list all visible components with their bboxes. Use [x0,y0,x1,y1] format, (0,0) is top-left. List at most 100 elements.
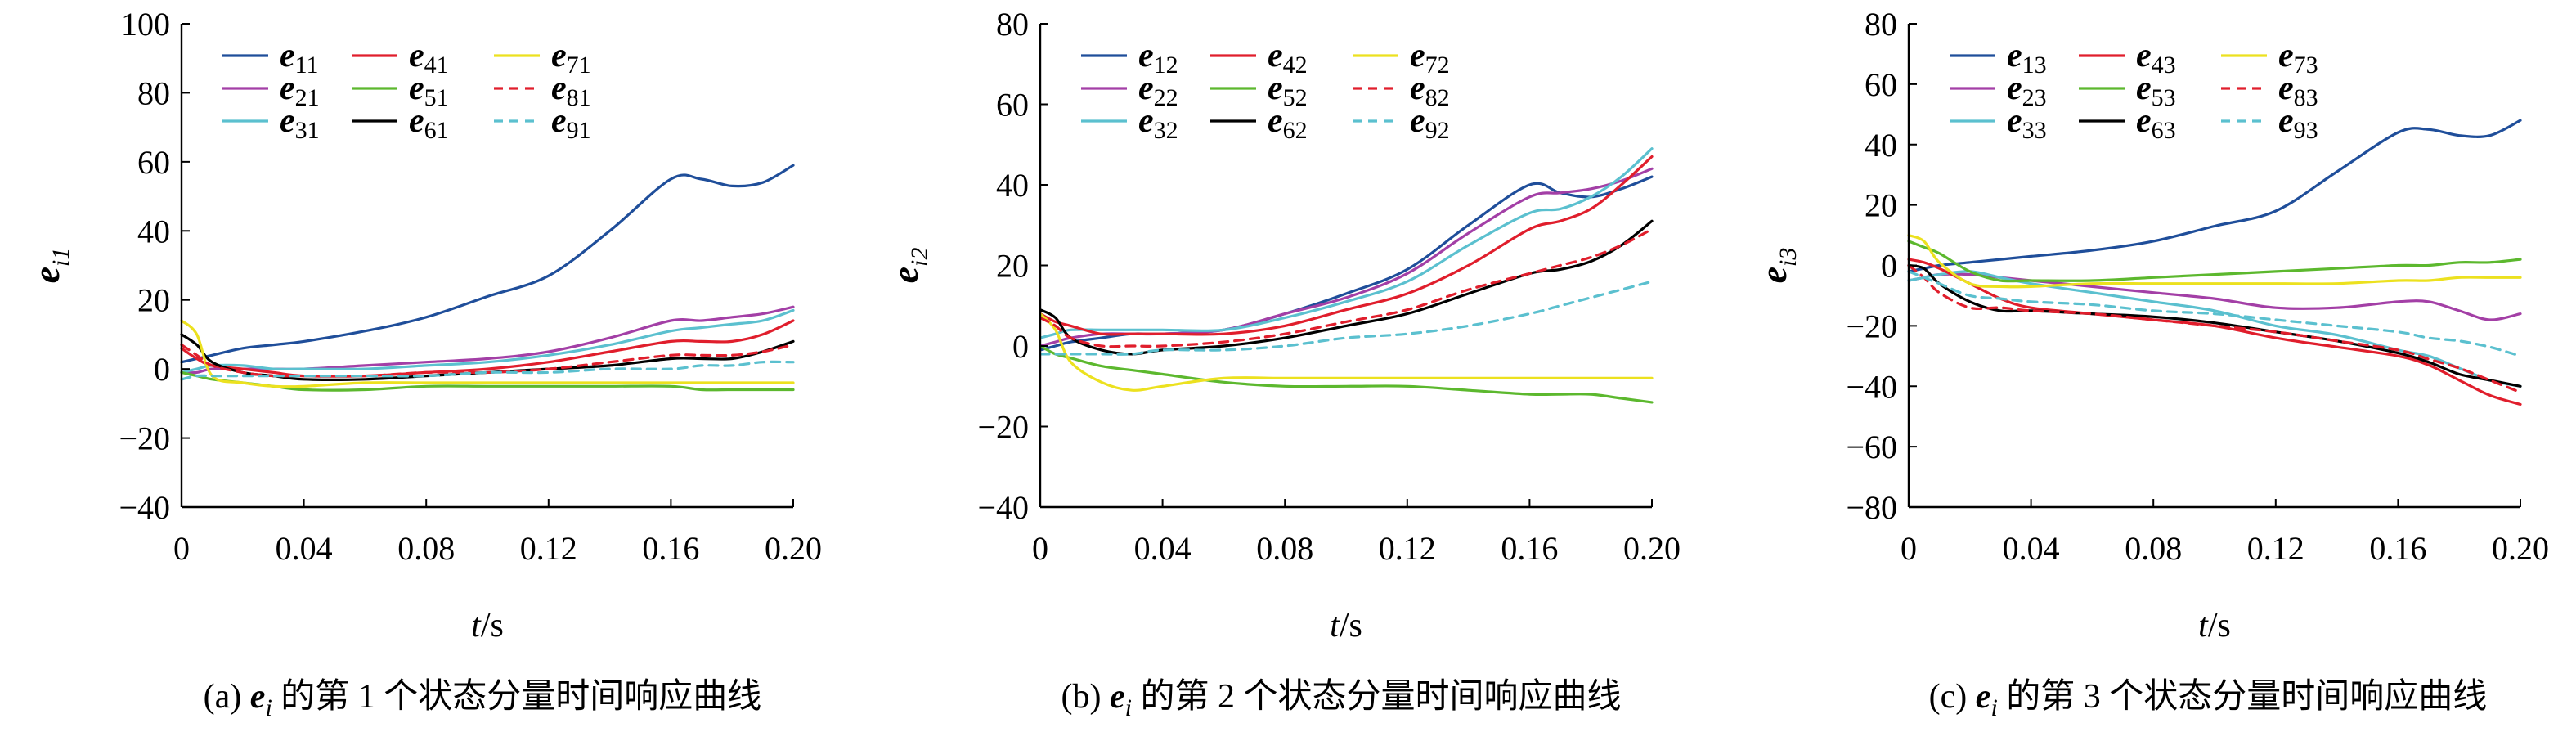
legend-label: e93 [2278,102,2318,144]
x-tick-label: 0 [173,530,190,567]
y-tick-label: −80 [1846,489,1897,526]
series-line-e53 [1907,240,2522,283]
legend-item-e33: e33 [1950,102,2047,144]
y-tick-label: 80 [137,74,170,111]
panel-caption: (a) ei 的第 1 个状态分量时间响应曲线 [204,677,762,721]
x-axis-label: t/s [1330,607,1362,644]
legend-label: e73 [2278,37,2318,79]
series-lines [180,164,795,392]
legend-label: e63 [2136,102,2176,144]
y-tick-label: 40 [1865,127,1897,164]
x-tick-label: 0.16 [642,530,699,567]
x-tick-label: 0.08 [1256,530,1313,567]
legend-label: e42 [1268,37,1308,79]
legend-item-e13: e13 [1950,37,2047,79]
legend-item-e82: e82 [1353,70,1450,111]
y-tick-label: 100 [121,6,170,43]
legend-label: e21 [280,70,320,111]
y-tick-label: 40 [996,167,1029,204]
x-axis-label: t/s [2198,607,2231,644]
x-tick-label: 0.12 [520,530,577,567]
series-line-e52 [1039,344,1654,404]
y-tick-label: 60 [137,144,170,181]
legend-label: e61 [409,102,449,144]
y-tick-label: −60 [1846,429,1897,465]
series-line-e12 [1039,175,1654,352]
series-line-e13 [1907,119,2522,273]
legend-item-e11: e11 [222,37,319,79]
legend-label: e53 [2136,70,2176,111]
y-tick-label: 60 [1865,66,1897,103]
x-tick-label: 0.20 [765,530,822,567]
y-tick-label: 80 [996,6,1029,43]
legend-label: e33 [2007,102,2047,144]
legend-label: e22 [1138,70,1178,111]
legend-label: e82 [1410,70,1450,111]
series-line-e23 [1907,272,2522,321]
legend-item-e41: e41 [352,37,449,79]
y-axis-label: ei3 [1752,248,1802,284]
legend-item-e51: e51 [352,70,449,111]
series-line-e83 [1907,263,2522,394]
legend-label: e23 [2007,70,2047,111]
y-tick-label: 20 [1865,187,1897,224]
legend-item-e73: e73 [2221,37,2318,79]
legend-item-e61: e61 [352,102,449,144]
series-line-e92 [1039,280,1654,356]
legend-item-e21: e21 [222,70,320,111]
x-tick-label: 0.04 [1134,530,1192,567]
x-axis-label: t/s [471,607,504,644]
legend-item-e32: e32 [1081,102,1178,144]
x-tick-label: 0.16 [1501,530,1558,567]
legend-item-e52: e52 [1210,70,1308,111]
y-tick-label: −40 [977,489,1029,526]
y-tick-label: 0 [1881,248,1897,285]
legend-label: e92 [1410,102,1450,144]
legend-item-e62: e62 [1210,102,1308,144]
series-line-e71 [180,319,795,388]
legend-item-e92: e92 [1353,102,1450,144]
chart-panel-2: −40 −20 0 20 40 60 80 0 0.04 0.08 0.12 0.16 0.20 t/s e… [884,6,1681,721]
legend-item-e93: e93 [2221,102,2318,144]
legend-item-e72: e72 [1353,37,1450,79]
legend-label: e52 [1268,70,1308,111]
legend-item-e53: e53 [2079,70,2176,111]
series-line-e22 [1039,167,1654,348]
series-line-e11 [180,164,795,364]
series-line-e42 [1039,155,1654,336]
series-line-e72 [1039,312,1654,392]
x-tick-label: 0 [1032,530,1048,567]
series-line-e41 [180,319,795,378]
y-axis-label: ei1 [25,248,74,284]
x-tick-label: 0.20 [2492,530,2549,567]
legend-item-e43: e43 [2079,37,2176,79]
x-tick-label: 0.12 [2247,530,2304,567]
legend-item-e42: e42 [1210,37,1308,79]
legend-item-e23: e23 [1950,70,2047,111]
y-tick-label: 40 [137,213,170,249]
y-tick-label: −20 [977,409,1029,446]
legend-label: e12 [1138,37,1178,79]
x-tick-label: 0.20 [1623,530,1681,567]
series-lines [1907,119,2522,406]
panel-caption: (c) ei 的第 3 个状态分量时间响应曲线 [1929,677,2488,721]
legend-item-e22: e22 [1081,70,1178,111]
x-tick-label: 0.08 [2125,530,2182,567]
legend-item-e71: e71 [494,37,591,79]
series-line-e62 [1039,219,1654,356]
y-tick-label: 0 [154,351,170,388]
legend-item-e12: e12 [1081,37,1178,79]
legend-label: e11 [280,37,319,79]
panel-caption: (b) ei 的第 2 个状态分量时间响应曲线 [1061,677,1622,721]
series-lines [1039,147,1654,404]
chart-panel-1: −40 −20 0 20 40 60 80 100 0 0.04 0.08 0.12 0.16 0.20 t… [25,6,822,721]
x-tick-label: 0.12 [1379,530,1436,567]
y-tick-label: 80 [1865,6,1897,43]
y-tick-label: −40 [119,489,170,526]
legend-label: e91 [551,102,591,144]
legend-item-e31: e31 [222,102,320,144]
